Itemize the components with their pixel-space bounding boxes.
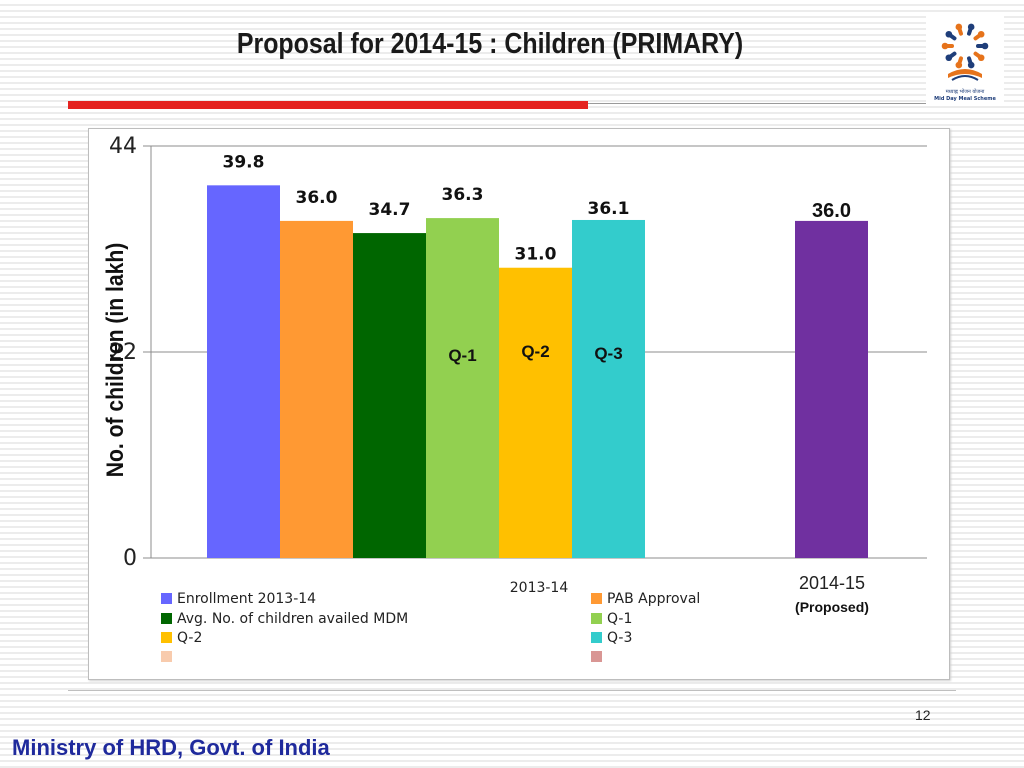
legend-label: Avg. No. of children availed MDM [177,611,409,627]
data-label: 36.0 [812,200,851,222]
footer-divider [68,690,956,691]
slide-title: Proposal for 2014-15 : Children (PRIMARY… [236,28,744,60]
y-tick-label: 22 [109,340,137,365]
data-label: 31.0 [515,245,557,265]
legend-item: Q-2 [161,629,202,647]
legend-label: Q-3 [607,630,633,646]
mid-day-meal-logo: मध्याह्न भोजन योजना Mid Day Meal Scheme [926,14,1004,106]
bar-inner-label: Q-2 [521,342,549,361]
legend-item: Enrollment 2013-14 [161,590,316,608]
legend-swatch [161,613,172,624]
y-tick-label: 0 [123,546,137,571]
legend-item: PAB Approval [591,590,700,608]
legend-swatch [591,632,602,643]
logo-english-text: Mid Day Meal Scheme [934,96,996,102]
x-category-sublabel: (Proposed) [795,599,869,615]
x-category-label: 2014-15 [799,573,865,593]
legend-swatch [161,651,172,662]
bar-chart: 0 22 44 No. of children (in lakh) 39.8 36.0 34… [102,134,927,615]
y-tick-label: 44 [109,134,137,159]
legend-label: Q-2 [177,630,203,646]
legend-swatch [591,613,602,624]
legend-label: Enrollment 2013-14 [177,591,317,607]
data-label: 36.0 [296,188,338,208]
data-label: 36.1 [588,199,630,219]
title-underline-gray [588,103,928,104]
bar-2014-15-proposed- [795,220,868,558]
x-category-label: 2013-14 [510,580,569,596]
legend-item: Q-1 [591,610,632,628]
legend-item [591,648,607,666]
legend-swatch [161,593,172,604]
data-label: 34.7 [369,200,411,220]
logo-emblem-icon [941,23,989,81]
bar-inner-label: Q-3 [594,344,622,363]
bar-enrollment-2013-14 [207,185,280,558]
data-label: 39.8 [223,152,265,172]
bar-q-3 [572,219,645,558]
chart-area: 0 22 44 No. of children (in lakh) 39.8 36.0 34… [88,128,950,680]
bar-q-2 [499,267,572,558]
bar-q-1 [426,218,499,558]
bar-pab-approval [280,220,353,558]
legend-item [161,648,177,666]
logo-hindi-text: मध्याह्न भोजन योजना [945,89,985,95]
legend-item: Q-3 [591,629,632,647]
bar-inner-label: Q-1 [448,346,476,365]
footer-ministry: Ministry of HRD, Govt. of India [12,735,330,760]
legend-item: Avg. No. of children availed MDM [161,610,408,628]
legend-label: Q-1 [607,611,633,627]
legend-swatch [161,632,172,643]
bar-avg-no-of-children-availed-mdm [353,233,426,558]
legend-label: PAB Approval [607,591,701,607]
legend-swatch [591,593,602,604]
legend-swatch [591,651,602,662]
title-underline-red [68,101,588,109]
y-axis-label: No. of children (in lakh) [102,243,129,478]
data-label: 36.3 [442,185,484,205]
page-number: 12 [915,707,931,723]
